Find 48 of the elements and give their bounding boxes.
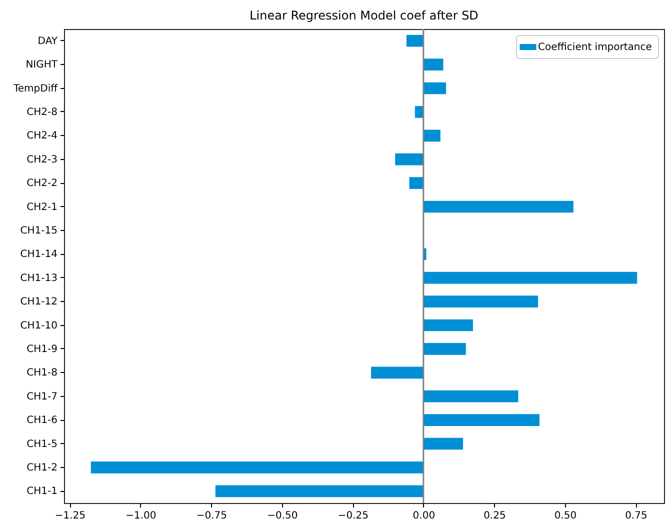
y-tick-label: CH1-8	[26, 368, 58, 379]
y-tick-label: CH1-13	[20, 272, 58, 284]
y-tick-label: CH1-7	[26, 391, 58, 402]
y-tick-label: CH1-2	[26, 462, 58, 474]
bar	[423, 343, 466, 355]
bar	[371, 366, 424, 379]
y-tick-label: DAY	[38, 36, 58, 47]
x-tick-label: 0.50	[554, 510, 577, 522]
y-tick-label: CH1-6	[26, 415, 58, 426]
y-tick-label: CH1-9	[26, 344, 58, 355]
x-tick-label: 0.00	[412, 510, 436, 522]
bar	[423, 390, 518, 402]
bar	[423, 200, 574, 213]
bar	[423, 130, 440, 142]
bar	[409, 177, 424, 189]
x-tick-label: −0.25	[338, 510, 369, 522]
bar	[423, 272, 638, 284]
bar	[423, 296, 538, 308]
bar	[395, 153, 424, 166]
x-tick-label: −0.50	[267, 510, 298, 522]
bar	[215, 485, 424, 498]
y-tick-label: CH1-12	[20, 296, 58, 308]
legend-label: Coefficient importance	[538, 42, 652, 53]
y-tick-label: NIGHT	[26, 60, 58, 71]
y-tick-label: CH1-15	[20, 225, 58, 236]
y-tick-label: CH2-8	[26, 106, 58, 118]
bar	[423, 319, 473, 332]
y-tick-label: CH2-4	[26, 130, 58, 142]
x-tick-label: 0.25	[484, 510, 506, 522]
y-tick-label: CH2-1	[26, 202, 58, 213]
x-tick-label: −0.75	[196, 510, 227, 522]
bar	[423, 438, 464, 450]
y-tick-label: CH1-1	[26, 486, 58, 498]
y-tick-label: CH1-5	[26, 438, 58, 450]
bar	[406, 34, 424, 47]
y-tick-label: CH1-14	[20, 249, 58, 260]
chart-title: Linear Regression Model coef after SD	[250, 8, 478, 22]
bar	[423, 414, 540, 426]
x-tick-label: −1.25	[54, 510, 86, 522]
bar	[423, 58, 444, 70]
y-tick-label: TempDiff	[12, 83, 59, 94]
y-tick-label: CH2-2	[26, 178, 58, 190]
y-tick-label: CH2-3	[26, 154, 58, 166]
bar	[423, 82, 446, 94]
y-tick-label: CH1-10	[20, 320, 58, 332]
x-tick-label: 0.75	[625, 510, 648, 522]
x-tick-label: −1.00	[126, 510, 156, 522]
bar	[90, 462, 424, 474]
